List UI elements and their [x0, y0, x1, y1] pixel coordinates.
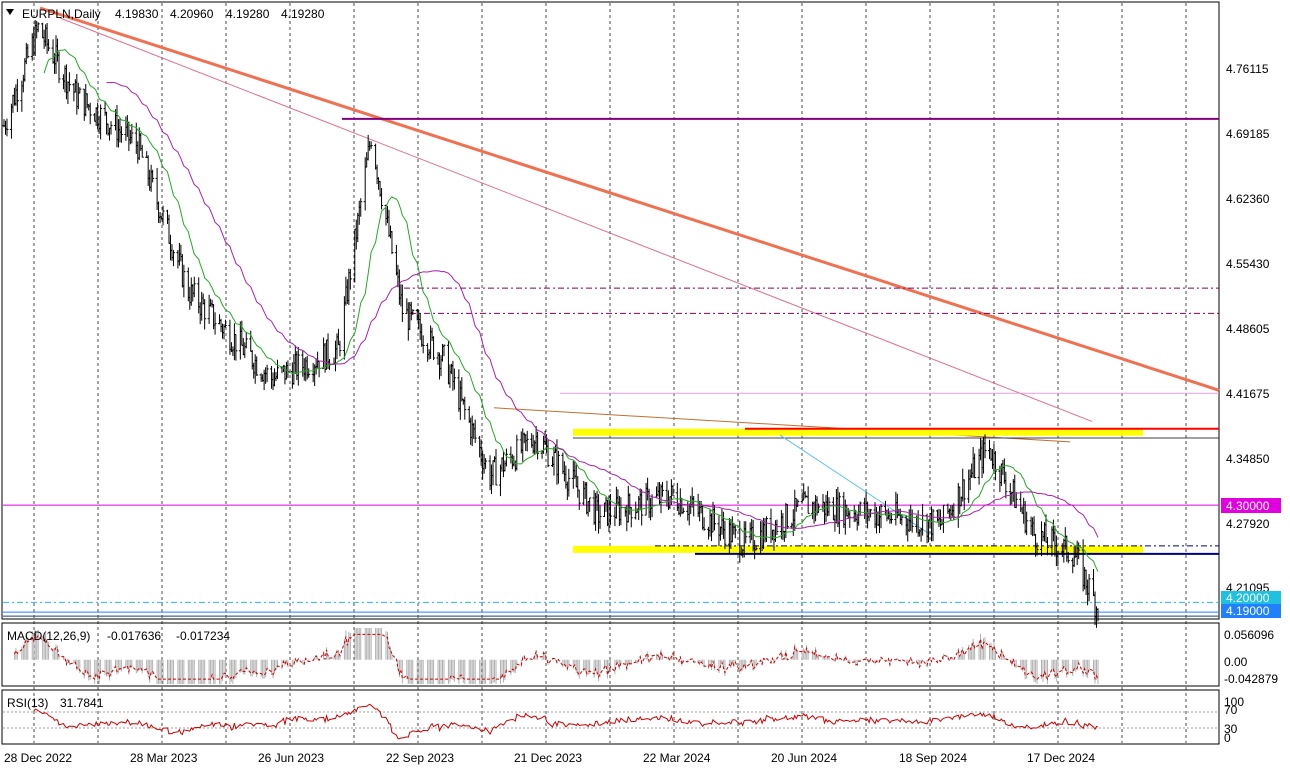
time-tick: 28 Mar 2023 [130, 751, 198, 765]
rsi-line [33, 703, 1099, 740]
support-zone [573, 545, 1143, 553]
time-tick: 21 Dec 2023 [514, 751, 582, 765]
rsi-value: 31.7841 [60, 696, 104, 710]
moving-averages [43, 48, 1099, 572]
time-tick: 20 Jun 2024 [771, 751, 837, 765]
macd-value1: -0.017636 [107, 629, 161, 643]
price-bars [2, 20, 1100, 628]
level-badge-4-19 [1221, 604, 1281, 618]
time-tick: 22 Sep 2023 [386, 751, 454, 765]
macd-signal-line [13, 633, 1099, 681]
main-downtrend-line [39, 6, 1220, 392]
level-badge-4-30 [1221, 498, 1281, 513]
level-badge-4-20 [1221, 591, 1281, 605]
rsi-tick: 30 [1224, 722, 1238, 736]
time-tick: 26 Jun 2023 [258, 751, 324, 765]
macd-tick: 0.056096 [1224, 628, 1274, 642]
time-tick: 17 Dec 2024 [1027, 751, 1095, 765]
macd-value2: -0.017234 [176, 629, 230, 643]
time-axis: 28 Dec 2022 28 Mar 2023 26 Jun 2023 22 S… [4, 751, 1095, 765]
price-axis: 4.76115 4.69185 4.62360 4.55430 4.48605 … [1226, 62, 1270, 595]
symbol-label: EURPLN,Daily [22, 7, 101, 21]
horizontal-levels [3, 6, 1220, 617]
price-tick: 4.55430 [1226, 257, 1270, 271]
macd-label: MACD(12,26,9) [7, 629, 90, 643]
macd-tick: -0.042879 [1224, 672, 1278, 686]
price-tick: 4.76115 [1226, 62, 1269, 76]
rsi-label: RSI(13) [7, 696, 48, 710]
symbol-dropdown-icon[interactable] [6, 9, 14, 15]
high-value: 4.20960 [170, 7, 214, 21]
rsi-tick: 70 [1224, 703, 1238, 717]
time-tick: 28 Dec 2022 [4, 751, 72, 765]
macd-indicator [13, 628, 1099, 684]
rsi-tick: 0 [1224, 731, 1231, 745]
price-tick: 4.27920 [1226, 517, 1270, 531]
ma-fast-line [43, 48, 1099, 572]
open-value: 4.19830 [115, 7, 159, 21]
ma-slow-line [106, 81, 1099, 538]
price-tick: 4.34850 [1226, 452, 1270, 466]
time-tick: 18 Sep 2024 [899, 751, 967, 765]
close-value: 4.19280 [281, 7, 325, 21]
secondary-trend-line [59, 17, 1093, 422]
macd-tick: 0.00 [1224, 655, 1248, 669]
blue-trend-segment [779, 434, 931, 535]
channel-top-line [493, 407, 1071, 443]
level-badge-text: 4.30000 [1226, 499, 1270, 513]
price-tick: 4.69185 [1226, 127, 1270, 141]
low-value: 4.19280 [226, 7, 270, 21]
time-tick: 22 Mar 2024 [643, 751, 711, 765]
rsi-tick: 100 [1224, 695, 1244, 709]
level-badge-text: 4.20000 [1226, 591, 1270, 605]
price-tick: 4.48605 [1226, 322, 1270, 336]
level-badge-text: 4.19000 [1226, 604, 1270, 618]
price-tick: 4.41675 [1226, 387, 1270, 401]
resistance-zone [573, 428, 1143, 436]
price-tick: 4.62360 [1226, 192, 1270, 206]
rsi-indicator [3, 703, 1219, 740]
